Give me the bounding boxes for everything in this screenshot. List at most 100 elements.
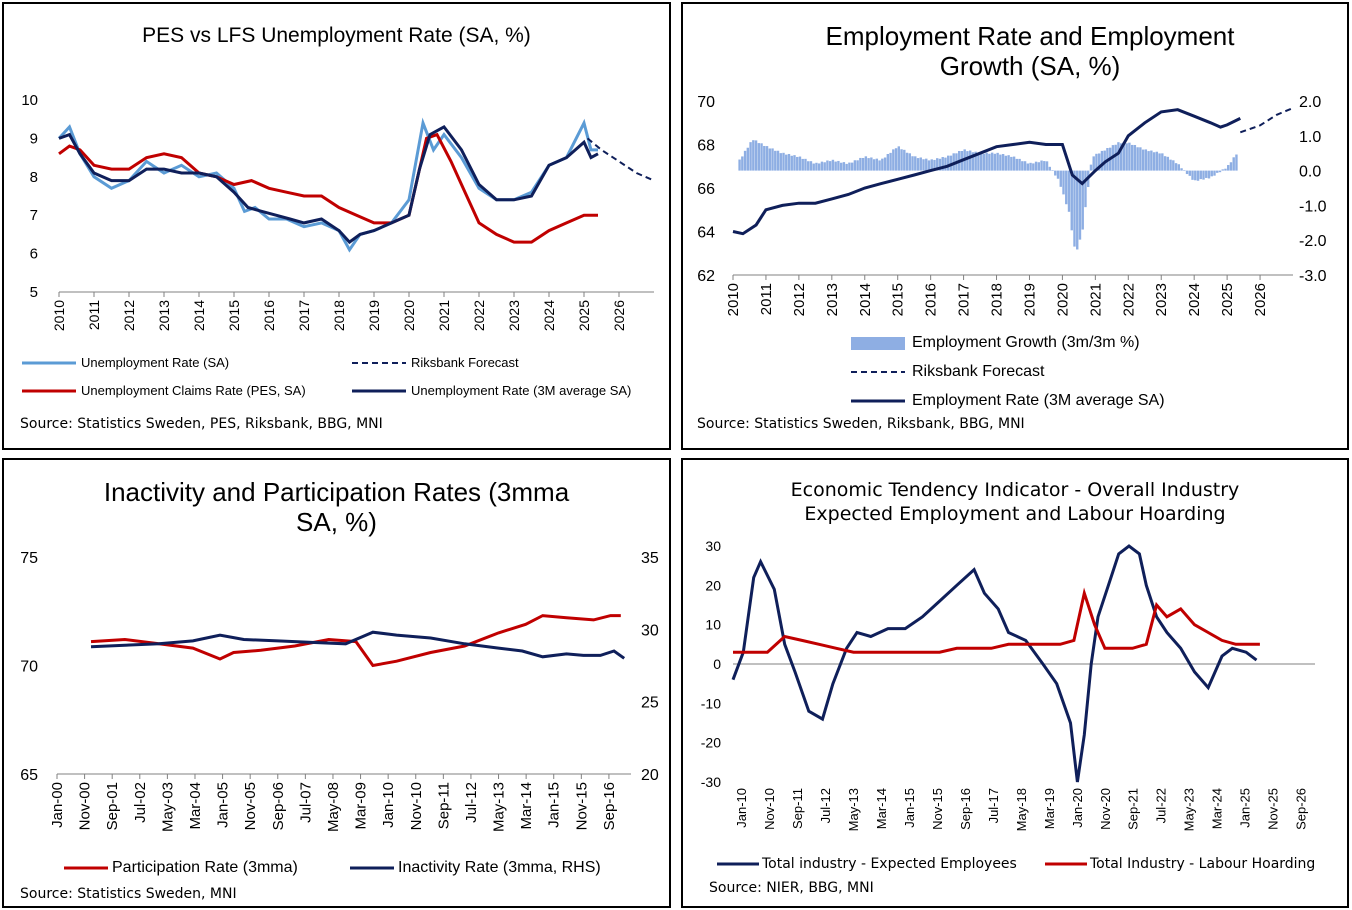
bar-employment-growth (1062, 170, 1065, 195)
x-tick-label: Mar-09 (353, 782, 370, 830)
bar-employment-growth (1021, 161, 1024, 171)
x-tick-label: 2011 (86, 300, 102, 330)
bar-employment-growth (1037, 162, 1041, 171)
x-tick-label: Jul-02 (132, 782, 149, 823)
bar-employment-growth (752, 140, 755, 171)
x-tick-label: 2018 (989, 283, 1006, 316)
y-tick-label: 30 (705, 538, 721, 554)
bar-employment-growth (774, 150, 777, 171)
series-inactivity-rate (90, 630, 626, 660)
legend-label: Inactivity Rate (3mma, RHS) (398, 859, 601, 876)
chart-title-line: Expected Employment and Labour Hoarding (804, 502, 1226, 525)
y-tick-label-right: 2.0 (1299, 94, 1321, 111)
bar-employment-growth (985, 152, 988, 171)
bar-employment-growth (1032, 163, 1035, 171)
x-tick-label: Sep-21 (1126, 788, 1141, 830)
x-tick-label: Nov-20 (1098, 788, 1113, 830)
bar-employment-growth (746, 147, 750, 171)
bar-employment-growth (1059, 170, 1062, 187)
bar-employment-growth (765, 146, 769, 171)
chart-title-line: Economic Tendency Indicator - Overall In… (790, 479, 1240, 501)
bar-employment-growth (749, 142, 752, 171)
x-tick-label: May-13 (491, 782, 508, 832)
chart-title: PES vs LFS Unemployment Rate (SA, %) (142, 24, 531, 47)
x-tick-label: May-03 (159, 782, 176, 832)
bar-employment-growth (776, 150, 780, 171)
bar-employment-growth (889, 152, 892, 171)
bar-employment-growth (1095, 153, 1098, 171)
bar-employment-growth (815, 162, 818, 171)
y-tick-label-right: -3.0 (1299, 268, 1327, 285)
x-tick-label: 2023 (1153, 283, 1170, 316)
y-tick-label-right: -1.0 (1299, 198, 1327, 215)
bar-employment-growth (785, 154, 788, 171)
chart-title-line: Employment Rate and Employment (825, 21, 1235, 51)
bar-employment-growth (1133, 144, 1137, 171)
bar-employment-growth (842, 162, 846, 171)
series-claims-rate (58, 132, 598, 244)
bar-employment-growth (944, 157, 947, 171)
bar-employment-growth (916, 158, 920, 171)
bar-employment-growth (1218, 170, 1222, 173)
y-tick-label-left: 64 (697, 225, 715, 242)
bar-employment-growth (1172, 160, 1175, 171)
bar-employment-growth (1076, 170, 1079, 250)
bar-employment-growth (831, 159, 835, 171)
bar-employment-growth (1169, 159, 1172, 171)
x-tick-label: Sep-06 (270, 782, 287, 830)
bar-employment-growth (809, 161, 813, 171)
chart-title-line: Growth (SA, %) (939, 50, 1121, 81)
bar-employment-growth (850, 162, 854, 171)
legend-label: Unemployment Claims Rate (PES, SA) (81, 383, 306, 398)
bar-employment-growth (817, 163, 821, 171)
x-tick-label: 2016 (923, 283, 940, 316)
x-tick-label: 2013 (156, 300, 172, 331)
bar-employment-growth (820, 161, 824, 171)
bar-employment-growth (804, 158, 807, 171)
y-tick-label-right: 20 (641, 767, 659, 784)
x-tick-label: Nov-15 (930, 788, 945, 830)
bar-employment-growth (1224, 168, 1227, 171)
x-tick-label: 2012 (791, 283, 808, 316)
x-tick-label: Sep-11 (790, 788, 805, 829)
bar-employment-growth (1229, 162, 1233, 171)
series-riksbank-forecast (1239, 107, 1294, 134)
bar-employment-growth (1177, 164, 1181, 171)
bar-employment-growth (1166, 156, 1170, 171)
bar-employment-growth (1213, 170, 1216, 176)
chart-panel-employment: Employment Rate and Employment Growth (S… (681, 2, 1349, 450)
bar-employment-growth (1040, 160, 1043, 171)
bar-employment-growth (861, 157, 865, 171)
x-tick-label: 2025 (576, 300, 592, 331)
bar-employment-growth (1136, 147, 1139, 171)
bar-employment-growth (1100, 150, 1104, 171)
legend-label: Riksbank Forecast (912, 363, 1045, 380)
y-tick-label-left: 62 (697, 268, 715, 285)
x-tick-label: 2012 (121, 300, 137, 331)
bar-employment-growth (1232, 157, 1235, 171)
bar-employment-growth (1128, 142, 1131, 171)
x-tick-label: 2017 (296, 300, 312, 331)
x-tick-label: Jan-05 (215, 782, 232, 828)
bar-employment-growth (947, 155, 950, 171)
bar-employment-growth (908, 153, 911, 171)
bar-employment-growth (875, 158, 879, 171)
bar-employment-growth (1150, 150, 1153, 171)
bar-employment-growth (1089, 164, 1093, 171)
bar-employment-growth (952, 153, 955, 171)
bar-employment-growth (1155, 151, 1159, 171)
source-note: Source: NIER, BBG, MNI (709, 880, 874, 896)
x-tick-label: 2013 (824, 283, 841, 316)
y-tick-label-right: 30 (641, 622, 659, 639)
x-tick-label: 2019 (1021, 283, 1038, 316)
bar-employment-growth (864, 156, 868, 171)
bar-employment-growth (828, 161, 832, 171)
x-tick-label: Nov-05 (242, 782, 259, 830)
bar-employment-growth (872, 159, 876, 171)
y-tick-label: 5 (30, 284, 38, 301)
bar-employment-growth (966, 151, 969, 171)
y-tick-label: 10 (705, 617, 721, 633)
x-tick-label: 2014 (191, 300, 207, 331)
x-tick-label: Jul-22 (1154, 788, 1169, 823)
bar-employment-growth (757, 143, 761, 171)
